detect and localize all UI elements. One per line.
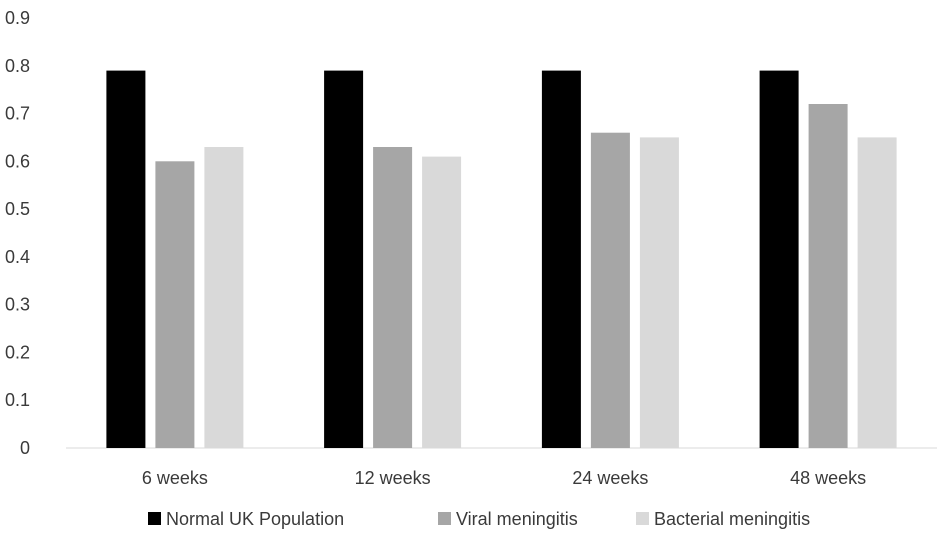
bar-bacterial-meningitis-1 — [422, 156, 462, 448]
bar-bacterial-meningitis-3 — [857, 137, 897, 448]
y-tick-label: 0.1 — [5, 390, 30, 410]
legend-label: Bacterial meningitis — [654, 509, 810, 529]
bar-bacterial-meningitis-2 — [639, 137, 679, 448]
y-tick-label: 0.8 — [5, 56, 30, 76]
bar-normal-uk-population-3 — [759, 70, 799, 448]
bar-bacterial-meningitis-0 — [204, 147, 244, 448]
y-tick-label: 0.6 — [5, 151, 30, 171]
y-tick-label: 0 — [20, 438, 30, 458]
x-tick-label: 12 weeks — [355, 468, 431, 488]
y-tick-label: 0.2 — [5, 342, 30, 362]
bar-viral-meningitis-2 — [590, 132, 630, 448]
y-tick-label: 0.9 — [5, 8, 30, 28]
y-tick-label: 0.3 — [5, 295, 30, 315]
legend-swatch — [148, 512, 161, 525]
legend-swatch — [438, 512, 451, 525]
x-tick-label: 48 weeks — [790, 468, 866, 488]
bar-normal-uk-population-0 — [106, 70, 146, 448]
x-tick-label: 6 weeks — [142, 468, 208, 488]
bar-viral-meningitis-0 — [155, 161, 195, 449]
legend: Normal UK Population Viral meningitis Bact… — [148, 509, 810, 529]
legend-label: Normal UK Population — [166, 509, 344, 529]
x-axis-labels: 6 weeks 12 weeks 24 weeks 48 weeks — [142, 468, 866, 488]
bar-normal-uk-population-2 — [541, 70, 581, 448]
x-tick-label: 24 weeks — [572, 468, 648, 488]
bar-normal-uk-population-1 — [324, 70, 364, 448]
bars — [106, 70, 897, 449]
legend-label: Viral meningitis — [456, 509, 578, 529]
y-tick-label: 0.5 — [5, 199, 30, 219]
y-tick-label: 0.7 — [5, 104, 30, 124]
legend-swatch — [636, 512, 649, 525]
y-tick-label: 0.4 — [5, 247, 30, 267]
bar-viral-meningitis-3 — [808, 104, 848, 448]
bar-viral-meningitis-1 — [373, 147, 413, 448]
y-axis-ticks: 0 0.1 0.2 0.3 0.4 0.5 0.6 0.7 0.8 0.9 — [5, 8, 30, 458]
